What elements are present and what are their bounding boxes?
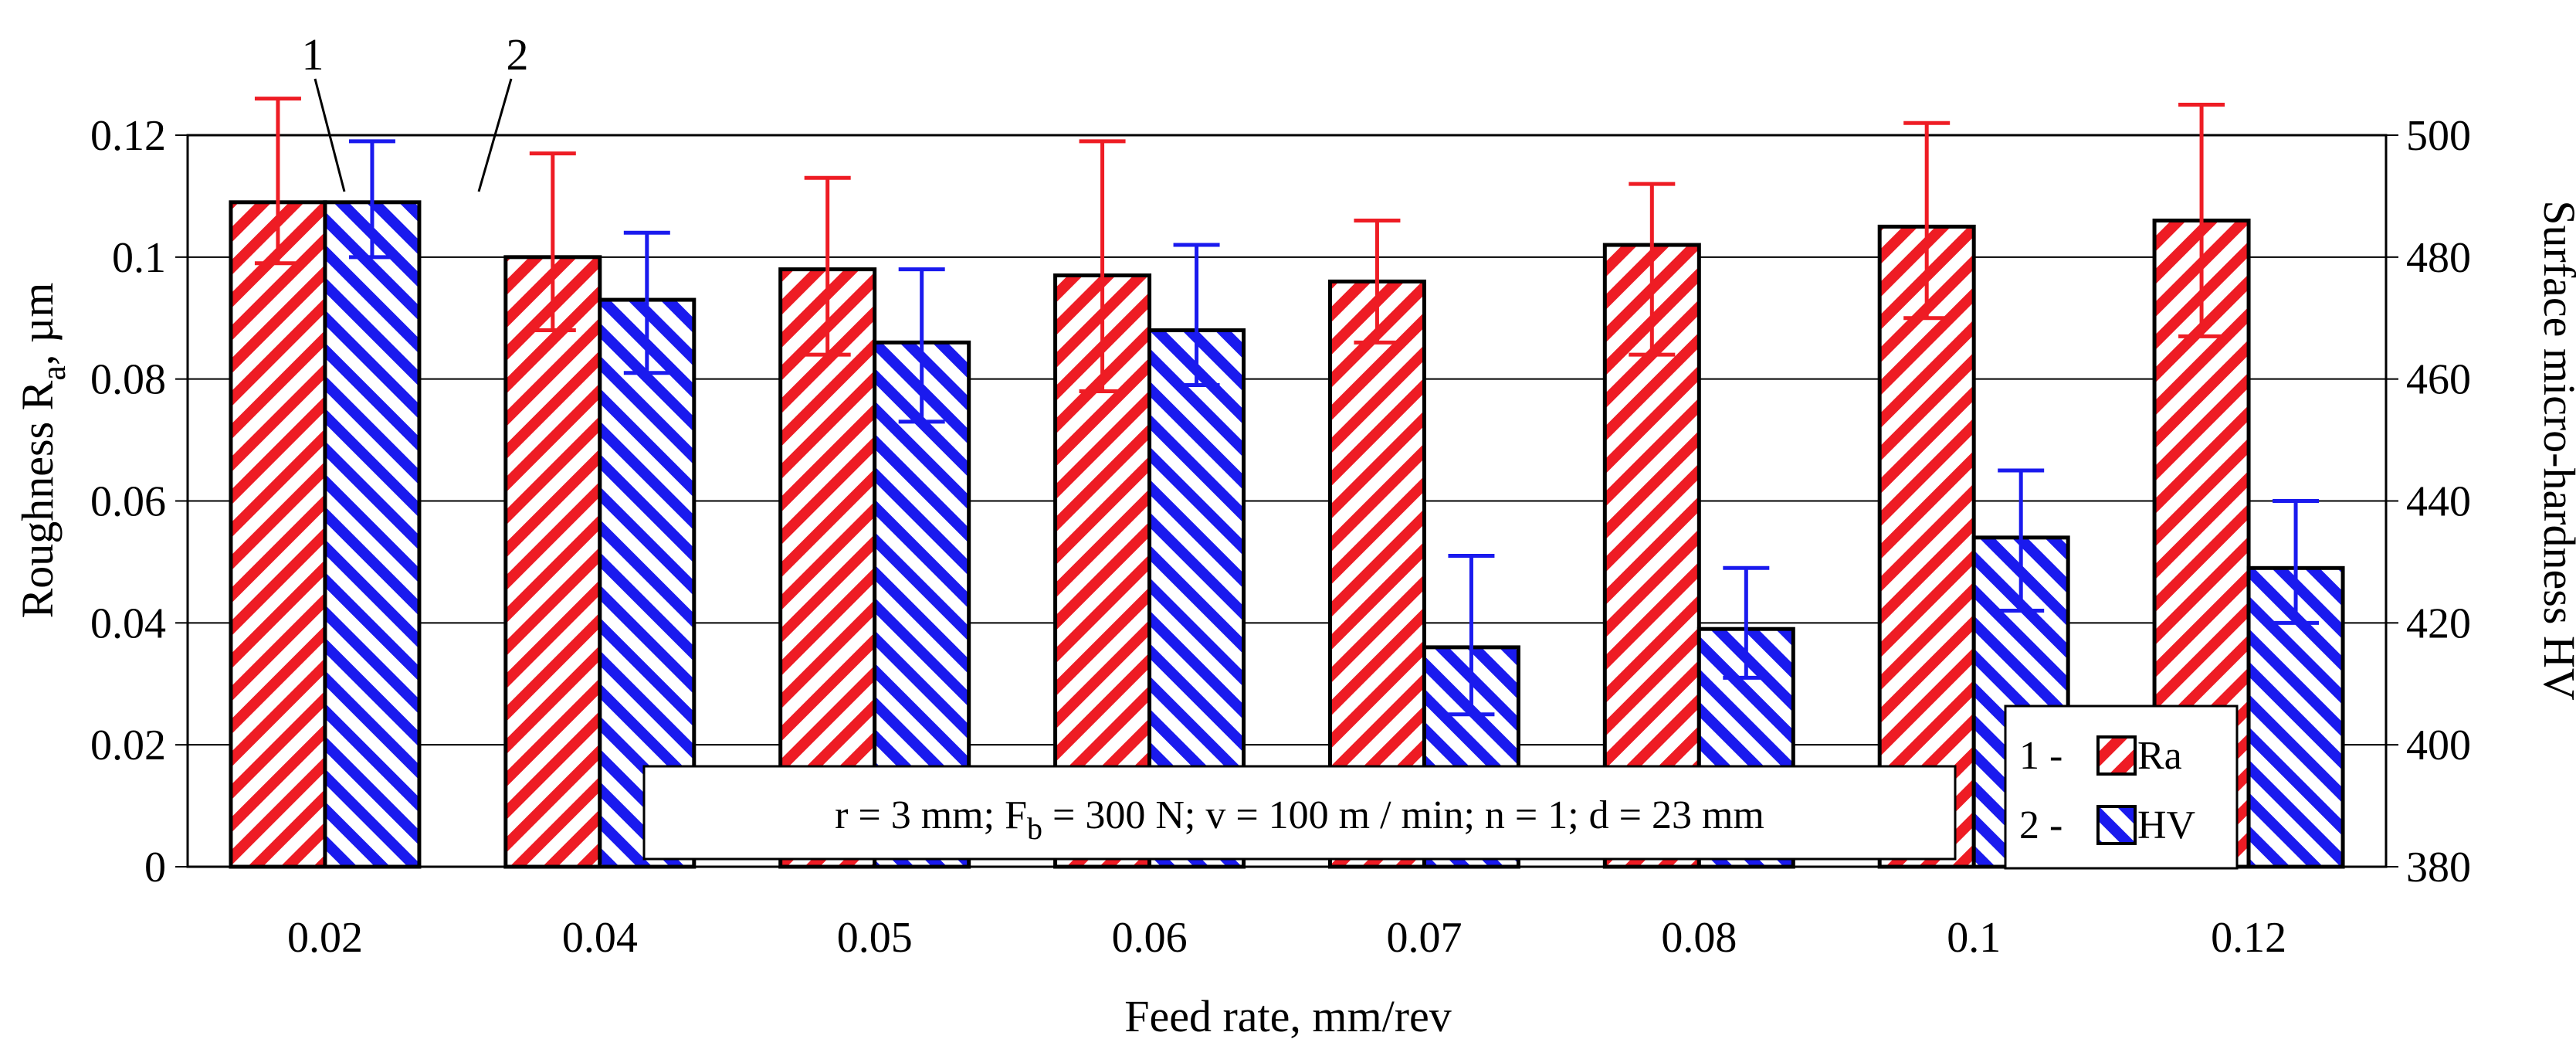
error-bar-hv [623,230,670,375]
error-bar-ra [804,175,851,357]
y-left-tick-label: 0.08 [90,356,166,404]
callout-label-1: 1 [302,29,324,80]
x-tick-label: 0.08 [1661,914,1737,962]
callout-leader-1 [314,78,346,192]
callout-leader-2 [477,78,513,192]
legend: 1 - Ra 2 - HV [2004,705,2239,870]
callout-label-2: 2 [507,29,529,80]
error-bar-ra [1354,218,1401,345]
x-tick-label: 0.02 [287,914,363,962]
error-bar-hv [2273,499,2320,625]
legend-prefix-2: 2 - [2019,803,2062,847]
conditions-annotation: r = 3 mm; Fb = 300 N; v = 100 m / min; n… [642,765,1957,861]
error-bar-hv [898,267,945,424]
legend-swatch-hv [2096,805,2137,845]
error-bar-ra [1079,139,1126,393]
x-tick-label: 0.1 [1947,914,2001,962]
x-axis-label: Feed rate, mm/rev [1124,991,1452,1041]
y-left-tick-label: 0.06 [90,478,166,526]
legend-label-hv: HV [2137,803,2195,847]
error-bar-hv [1723,565,1770,680]
x-tick-label: 0.12 [2211,914,2286,962]
bar-ra [1877,224,1976,869]
legend-prefix-1: 1 - [2019,734,2062,778]
error-bar-ra [529,151,576,333]
y-axis-left-label: Roughness Ra, µm [12,283,73,619]
y-right-tick-label: 480 [2406,234,2471,282]
legend-swatch-ra [2096,735,2137,776]
x-tick-label: 0.06 [1112,914,1188,962]
x-tick-label: 0.04 [562,914,638,962]
x-tick-label: 0.05 [837,914,913,962]
annotation-text: r = 3 mm; Fb = 300 N; v = 100 m / min; n… [835,793,1764,846]
legend-label-ra: Ra [2137,734,2182,778]
y-left-tick-label: 0.12 [90,112,166,160]
bar-hv [323,200,422,869]
y-right-tick-label: 500 [2406,112,2471,160]
error-bar-ra [2178,103,2225,338]
error-bar-ra [1629,182,1676,357]
error-bar-ra [1903,121,1951,321]
y-left-tick-label: 0.02 [90,722,166,769]
bar-ra [229,200,327,869]
bar-ra [503,255,602,869]
tick-labels: 0 0.02 0.04 0.06 0.08 0.1 0.12 380 400 420 440 460 4… [90,112,2471,962]
x-tick-label: 0.07 [1386,914,1462,962]
y-left-tick-label: 0.04 [90,599,166,647]
error-bar-hv [348,139,395,260]
y-right-tick-label: 440 [2406,478,2471,526]
error-bar-hv [1173,243,1220,388]
y-right-tick-label: 380 [2406,844,2471,891]
y-right-tick-label: 460 [2406,356,2471,404]
error-bar-ra [254,97,301,266]
annotation-box [642,765,1957,861]
error-bars [254,97,2320,717]
y-axis-right-label: Surface micro-hardness HV [2534,200,2576,701]
error-bar-hv [1998,468,2045,613]
error-bar-hv [1448,554,1495,717]
y-left-tick-label: 0.1 [112,234,166,282]
y-left-tick-label: 0 [144,844,166,891]
y-right-tick-label: 400 [2406,722,2471,769]
y-right-tick-label: 420 [2406,599,2471,647]
